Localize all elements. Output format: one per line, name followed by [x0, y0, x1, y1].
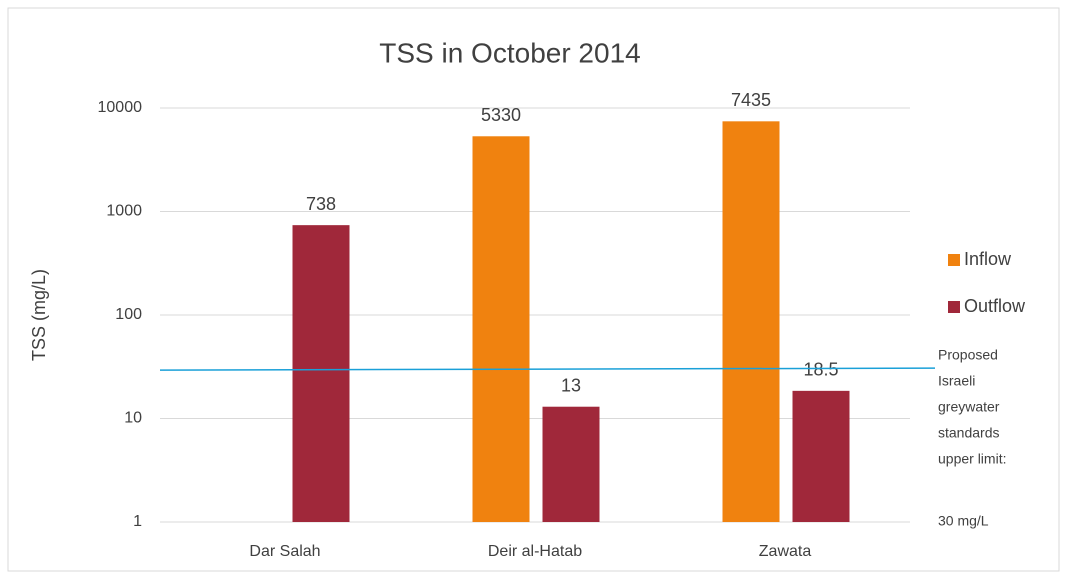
- annotation: 30 mg/L: [938, 513, 989, 529]
- legend-swatch: [948, 254, 960, 266]
- y-tick-label: 10: [124, 410, 142, 427]
- chart-title: TSS in October 2014: [379, 37, 640, 68]
- data-label: 738: [306, 194, 336, 214]
- y-tick-label: 1: [133, 513, 142, 530]
- annotation: upper limit:: [938, 451, 1006, 467]
- y-axis-label: TSS (mg/L): [29, 269, 49, 361]
- bar: [792, 390, 850, 522]
- reference-line: [159, 367, 936, 371]
- annotation: greywater: [938, 399, 1000, 415]
- annotation: standards: [938, 425, 999, 441]
- annotation: Israeli: [938, 373, 975, 389]
- bar: [722, 121, 780, 522]
- legend-swatch: [948, 301, 960, 313]
- legend-label: Outflow: [964, 296, 1026, 316]
- y-tick-label: 10000: [98, 99, 143, 116]
- x-tick-label: Deir al-Hatab: [488, 543, 582, 560]
- x-tick-label: Dar Salah: [249, 543, 320, 560]
- data-label: 13: [561, 375, 581, 395]
- x-tick-label: Zawata: [759, 543, 812, 560]
- data-label: 5330: [481, 105, 521, 125]
- bar: [292, 225, 350, 522]
- y-tick-label: 100: [115, 306, 142, 323]
- bar: [542, 406, 600, 522]
- y-tick-label: 1000: [106, 203, 142, 220]
- bar: [472, 136, 530, 522]
- legend-label: Inflow: [964, 249, 1012, 269]
- chart-frame: [7, 7, 1060, 572]
- annotation: Proposed: [938, 347, 998, 363]
- data-label: 7435: [731, 90, 771, 110]
- data-label: 18.5: [803, 360, 838, 380]
